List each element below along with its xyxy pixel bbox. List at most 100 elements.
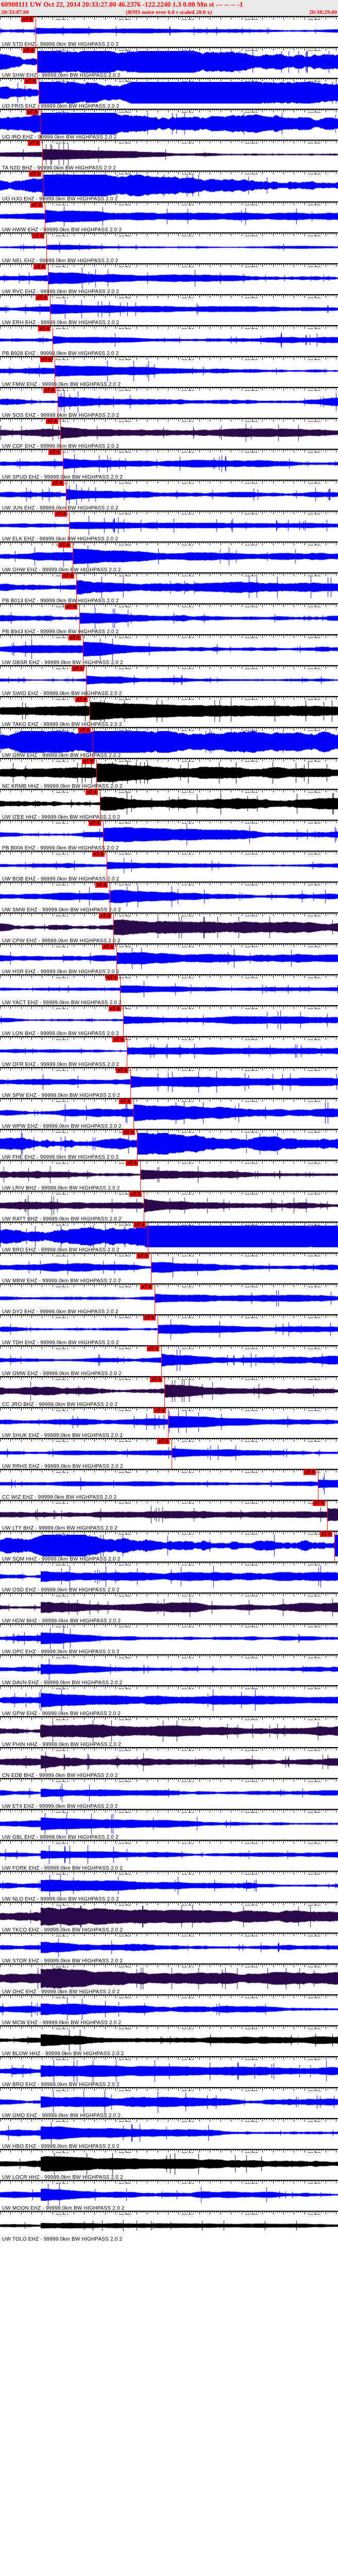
pick-marker-label[interactable]: xT 4	[30, 202, 43, 208]
pick-marker-line[interactable]	[69, 511, 70, 541]
trace-row[interactable]: 20:3420:3520:3620:3720:38UW SPUD EHZ - 9…	[0, 449, 338, 480]
pick-marker-label[interactable]: xT 4	[23, 47, 36, 53]
waveform[interactable]	[0, 731, 338, 753]
waveform[interactable]	[0, 855, 338, 876]
pick-marker-label[interactable]: xT 4	[29, 171, 42, 177]
waveform[interactable]	[0, 607, 338, 629]
pick-marker-line[interactable]	[103, 820, 104, 851]
pick-marker-label[interactable]: xT 4	[52, 480, 64, 486]
pick-marker-line[interactable]	[86, 665, 87, 696]
waveform[interactable]	[0, 236, 338, 258]
waveform[interactable]	[0, 298, 338, 320]
waveform[interactable]	[0, 793, 338, 815]
axis-tick-minor	[33, 295, 34, 296]
trace-row[interactable]: 20:3420:3520:3620:3720:38TA N2D BHZ - 99…	[0, 140, 338, 171]
waveform[interactable]	[0, 20, 338, 42]
waveform[interactable]	[0, 391, 338, 413]
pick-marker-label[interactable]: xT 4	[43, 387, 56, 393]
trace-row[interactable]: 20:3420:3520:3620:3720:38UO HJO EHZ - 99…	[0, 171, 338, 201]
pick-marker-label[interactable]: xT 4	[62, 573, 75, 579]
trace-row[interactable]: 20:3420:3520:3620:3720:38UW SHW EHZ - 99…	[0, 47, 338, 78]
pick-marker-line[interactable]	[46, 232, 47, 263]
trace-row[interactable]: 20:3420:3520:3620:3720:38UW RVC EHZ - 99…	[0, 263, 338, 294]
pick-marker-label[interactable]: xT 4	[86, 789, 98, 795]
waveform[interactable]	[0, 762, 338, 784]
pick-marker-label[interactable]: xT 4	[38, 326, 51, 331]
axis-tick-minor	[300, 604, 301, 605]
waveform[interactable]	[0, 329, 338, 351]
pick-marker-label[interactable]: xT 4	[48, 449, 61, 455]
pick-marker-label[interactable]: xT 4	[36, 295, 48, 300]
pick-marker-line[interactable]	[76, 572, 77, 603]
pick-marker-line[interactable]	[37, 47, 38, 78]
pick-marker-label[interactable]: xT 4	[65, 604, 78, 609]
trace-row[interactable]: 20:3420:3520:3620:3720:38PB B943 EHZ - 9…	[0, 603, 338, 634]
waveform[interactable]	[0, 267, 338, 289]
pick-marker-line[interactable]	[96, 758, 97, 789]
waveform[interactable]	[0, 546, 338, 567]
trace-row[interactable]: 20:3420:3520:3620:3720:38NC KRMB HHZ - 9…	[0, 758, 338, 789]
trace-row[interactable]: 20:3420:3520:3620:3720:38UO IRO EHZ - 99…	[0, 109, 338, 140]
trace-row[interactable]: 20:3420:3520:3620:3720:38UW FMW EHZ - 99…	[0, 356, 338, 387]
waveform[interactable]	[0, 824, 338, 845]
pick-marker-label[interactable]: xT 4	[72, 666, 84, 671]
trace-row[interactable]: 20:3420:3520:3620:3720:38UW SWID EHZ - 9…	[0, 665, 338, 696]
trace-row[interactable]: 20:3420:3520:3620:3720:38UW HWW EHZ - 99…	[0, 201, 338, 232]
pick-marker-label[interactable]: xT 4	[26, 109, 39, 115]
pick-marker-label[interactable]: xT 4	[40, 357, 53, 362]
trace-row[interactable]: 20:3420:3520:3620:3720:38PB B013 EHZ - 9…	[0, 572, 338, 603]
pick-marker-label[interactable]: xT 4	[89, 820, 102, 826]
waveform[interactable]	[0, 453, 338, 474]
pick-marker-label[interactable]: xT 4	[82, 758, 95, 764]
axis-tick-major	[94, 78, 95, 81]
trace-row[interactable]: 20:3420:3520:3620:3720:38UW NEL EHZ - 99…	[0, 232, 338, 263]
trace-row[interactable]: 20:3420:3520:3620:3720:38UW BOB EHZ - 99…	[0, 851, 338, 882]
trace-row[interactable]: 20:3420:3520:3620:3720:38PB B928 EHZ - 9…	[0, 325, 338, 356]
pick-marker-label[interactable]: xT 4	[92, 851, 105, 857]
waveform[interactable]	[0, 700, 338, 722]
pick-marker-label[interactable]: xT 4	[69, 635, 81, 640]
trace-row[interactable]: 20:3420:3520:3620:3720:38UW SOS EHZ - 99…	[0, 387, 338, 418]
trace-row[interactable]: 20:3420:3520:3620:3720:38UW ELK EHZ - 99…	[0, 511, 338, 541]
pick-marker-line[interactable]	[79, 603, 80, 634]
waveform[interactable]	[0, 515, 338, 536]
trace-row[interactable]: 20:3420:3520:3620:3720:38UW TAKO EHZ - 9…	[0, 696, 338, 727]
trace-row[interactable]: 20:3420:3520:3620:3720:38UW STD EHZ - 99…	[0, 16, 338, 47]
waveform[interactable]	[0, 669, 338, 691]
trace-row[interactable]: 20:3420:3520:3620:3720:38UW OBSR EHZ - 9…	[0, 634, 338, 665]
pick-marker-line[interactable]	[60, 418, 61, 449]
pick-marker-line[interactable]	[42, 140, 43, 171]
pick-marker-label[interactable]: xT 4	[58, 542, 71, 548]
pick-marker-line[interactable]	[43, 171, 44, 201]
waveform[interactable]	[0, 175, 338, 196]
trace-row[interactable]: 20:3420:3520:3620:3720:38UW GHW EHZ - 99…	[0, 541, 338, 572]
pick-marker-label[interactable]: xT 4	[32, 233, 45, 239]
trace-row[interactable]: 20:3420:3520:3620:3720:38UO FRIS EHZ - 9…	[0, 78, 338, 109]
pick-marker-label[interactable]: xT 4	[21, 16, 34, 22]
pick-marker-label[interactable]: xT 4	[55, 511, 67, 517]
waveform[interactable]	[0, 82, 338, 104]
pick-marker-label[interactable]: xT 4	[46, 418, 59, 424]
pick-marker-label[interactable]: xT 4	[78, 727, 91, 733]
trace-row[interactable]: 20:3420:3520:3620:3720:38PB B006 EHZ - 9…	[0, 820, 338, 851]
trace-row[interactable]: 20:3420:3520:3620:3720:38UW GRW EHZ - 99…	[0, 727, 338, 758]
waveform[interactable]	[0, 206, 338, 227]
waveform[interactable]	[0, 51, 338, 73]
pick-marker-label[interactable]: xT 4	[24, 78, 37, 84]
trace-row[interactable]: 20:3420:3520:3620:3720:38UW CDF EHZ - 99…	[0, 418, 338, 449]
waveform[interactable]	[0, 144, 338, 165]
pick-marker-label[interactable]: xT 4	[28, 140, 41, 146]
waveform[interactable]	[0, 113, 338, 134]
pick-marker-label[interactable]: xT 4	[75, 697, 88, 702]
waveform[interactable]	[0, 484, 338, 505]
trace-row[interactable]: 20:3420:3520:3620:3720:38UW IZEE HHZ - 9…	[0, 789, 338, 820]
waveform[interactable]	[0, 577, 338, 598]
waveform[interactable]	[0, 422, 338, 444]
pick-marker-label[interactable]: xT 4	[33, 264, 46, 269]
waveform[interactable]	[0, 360, 338, 382]
trace-row[interactable]: 20:3420:3520:3620:3720:38UW ERH EHZ - 99…	[0, 294, 338, 325]
trace-row[interactable]: 20:3420:3520:3620:3720:38UW SMW EHZ - 99…	[0, 882, 338, 912]
axis-tick-minor	[8, 47, 9, 49]
trace-row[interactable]: 20:3420:3520:3620:3720:38UW JUN EHZ - 99…	[0, 480, 338, 511]
waveform[interactable]	[0, 638, 338, 660]
